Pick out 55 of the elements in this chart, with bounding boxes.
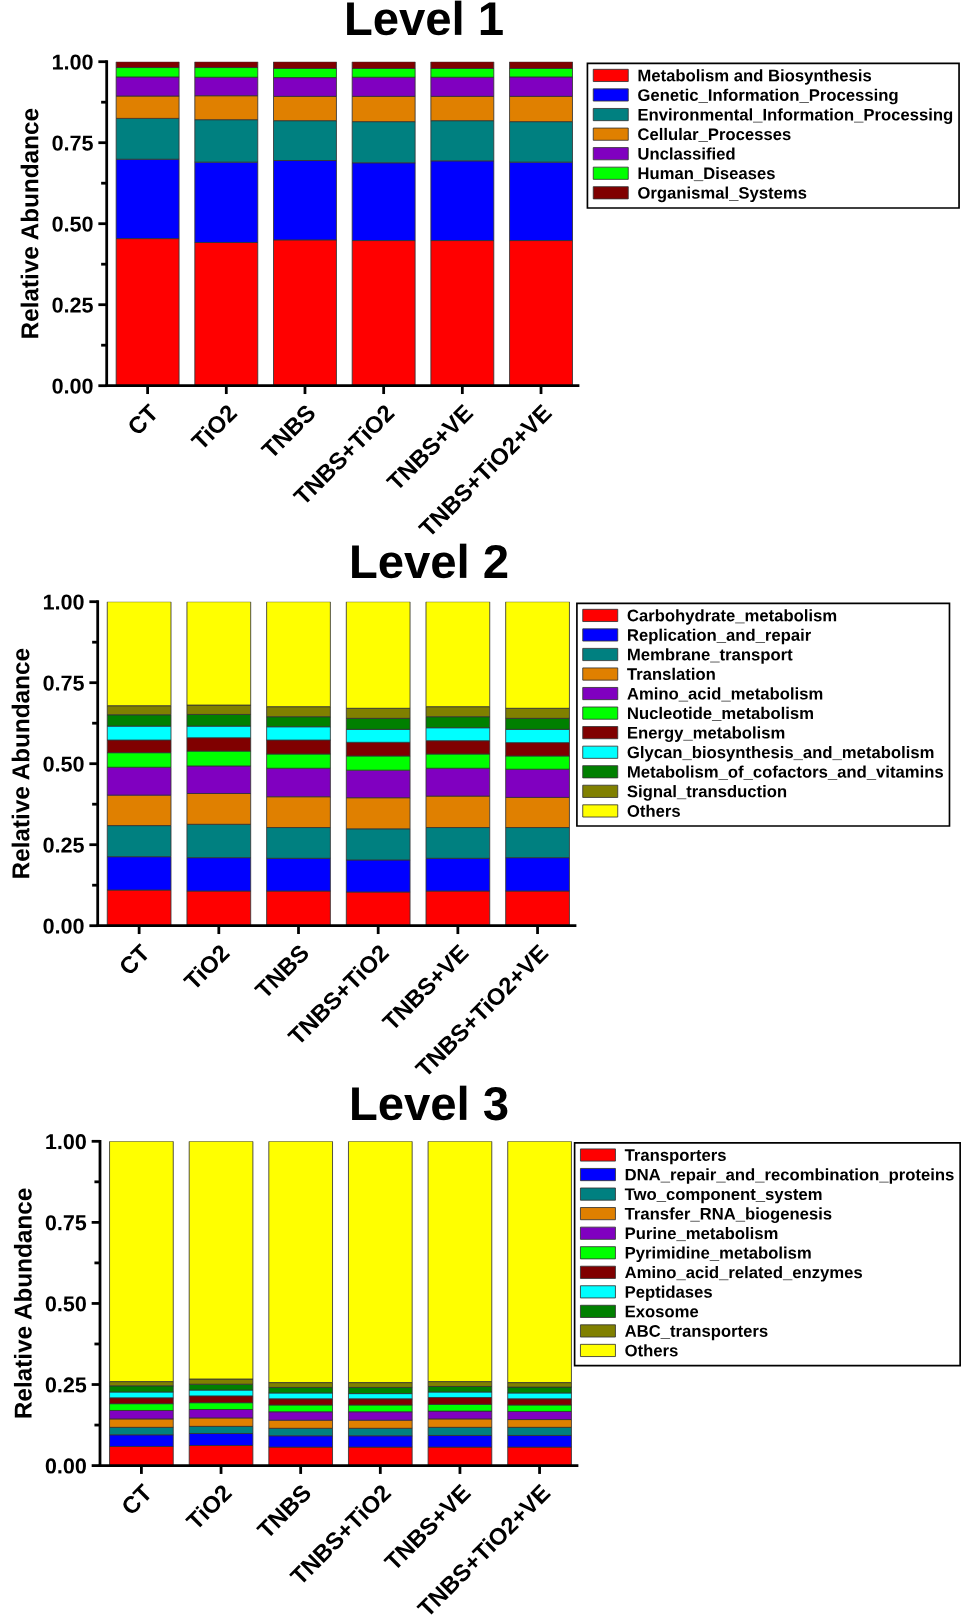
y-axis-title: Relative Abundance <box>11 648 30 878</box>
legend-label: Replication_and_repair <box>628 628 811 645</box>
x-tick-label: CT <box>120 1482 154 1517</box>
legend-label: Peptidases <box>625 1285 712 1302</box>
y-tick-label: 0.25 <box>52 297 93 313</box>
legend-label: Others <box>627 804 680 817</box>
legend-label: Exosome <box>625 1305 699 1318</box>
legend-label: Translation <box>627 667 715 680</box>
y-tick-label: 0.75 <box>45 1215 87 1231</box>
legend-label: Organismal_Systems <box>638 186 807 203</box>
legend-label: Energy_metabolism <box>628 726 785 742</box>
legend-label: Cellular_Processes <box>638 127 791 143</box>
legend-label: Transporters <box>624 1149 726 1165</box>
legend-label: Metabolism and Biosynthesis <box>638 69 872 85</box>
y-tick-label: 0.75 <box>52 135 93 151</box>
y-tick-label: 0.50 <box>45 1296 86 1312</box>
y-axis-title: Relative Abundance <box>20 108 39 338</box>
legend-label: Amino_acid_related_enzymes <box>625 1266 862 1282</box>
legend-label: Transfer_RNA_biogenesis <box>624 1207 832 1223</box>
y-axis-title: Relative Abundance <box>13 1188 32 1418</box>
bar <box>109 1141 174 1383</box>
legend-label: Nucleotide_metabolism <box>628 706 813 721</box>
legend-label: Unclassified <box>638 147 735 160</box>
y-tick-label: 0.25 <box>43 837 84 853</box>
legend-label: Environmental_Information_Processing <box>638 108 953 124</box>
legend-label: Glycan_biosynthesis_and_metabolism <box>627 745 934 762</box>
y-tick-label: 0.75 <box>43 675 84 691</box>
y-tick-label: 0.00 <box>52 378 93 394</box>
legend-label: Pyrimidine_metabolism <box>625 1246 811 1263</box>
legend-label: Carbohydrate_metabolism <box>627 609 837 625</box>
legend-label: Amino_acid_metabolism <box>627 687 823 702</box>
legend-label: Metabolism_of_cofactors_and_vitamins <box>628 765 943 780</box>
legend-label: Others <box>625 1344 678 1357</box>
legend-label: Human_Diseases <box>638 166 775 182</box>
legend-label: Membrane_transport <box>628 648 793 664</box>
x-tick-label: CT <box>126 402 160 437</box>
legend-label: Two_component_system <box>624 1188 822 1204</box>
y-tick-label: 1.00 <box>43 594 84 610</box>
chart-title: Level 1 <box>347 0 503 36</box>
y-tick-label: 0.00 <box>43 918 84 934</box>
x-tick-label: CT <box>118 942 152 977</box>
y-tick-label: 0.50 <box>52 216 93 232</box>
chart-title: Level 3 <box>352 1085 508 1121</box>
y-tick-label: 0.25 <box>45 1377 87 1393</box>
legend-label: ABC_transporters <box>625 1325 768 1341</box>
y-tick-label: 1.00 <box>46 1134 86 1150</box>
y-tick-label: 0.00 <box>45 1458 86 1474</box>
legend-label: DNA_repair_and_recombination_proteins <box>625 1168 954 1184</box>
legend-label: Signal_transduction <box>627 785 787 801</box>
legend-label: Purine_metabolism <box>625 1226 778 1242</box>
bar <box>427 1141 493 1383</box>
chart-title: Level 2 <box>352 543 508 579</box>
y-tick-label: 0.50 <box>43 756 84 772</box>
legend-label: Genetic_Information_Processing <box>638 88 898 105</box>
y-tick-label: 1.00 <box>52 54 93 70</box>
